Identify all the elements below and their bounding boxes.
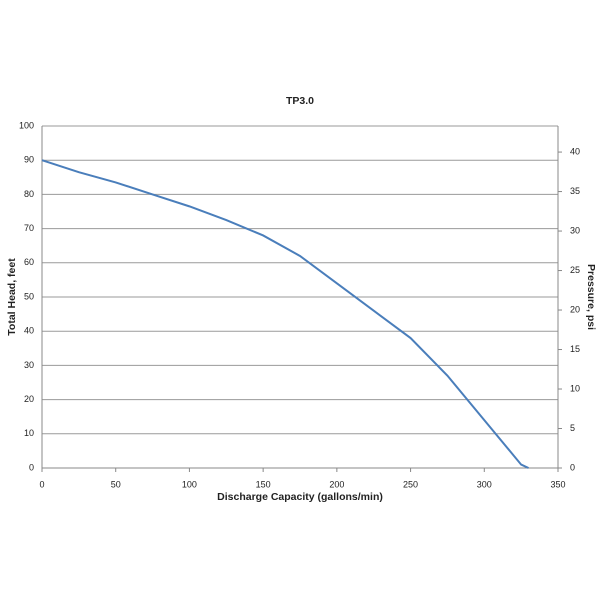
- data-line: [41, 159, 529, 469]
- y-tick-label: 80: [24, 189, 34, 199]
- y-tick-label: 0: [29, 462, 34, 472]
- x-tick-label: 0: [39, 479, 44, 489]
- y-tick-label: 70: [24, 223, 34, 233]
- y-tick-label: 90: [24, 155, 34, 165]
- y2-axis-label: Pressure, psi: [585, 264, 597, 330]
- y2-tick-label: 15: [570, 344, 580, 354]
- y2-tick-label: 35: [570, 186, 580, 196]
- chart-title: TP3.0: [286, 95, 314, 107]
- y-tick-label: 40: [24, 326, 34, 336]
- x-tick-label: 350: [550, 479, 565, 489]
- y2-tick-label: 5: [570, 423, 575, 433]
- y2-tick-label: 25: [570, 265, 580, 275]
- x-tick-label: 150: [256, 479, 271, 489]
- y-tick-label: 50: [24, 291, 34, 301]
- y2-tick-label: 0: [570, 462, 575, 472]
- y-tick-label: 30: [24, 360, 34, 370]
- y2-tick-label: 30: [570, 225, 580, 235]
- y2-tick-label: 20: [570, 304, 580, 314]
- y-tick-label: 10: [24, 428, 34, 438]
- x-tick-label: 250: [403, 479, 418, 489]
- y-tick-label: 60: [24, 257, 34, 267]
- y-axis-label: Total Head, feet: [6, 258, 18, 336]
- y-tick-label: 20: [24, 394, 34, 404]
- x-tick-label: 200: [329, 479, 344, 489]
- x-tick-label: 100: [182, 479, 197, 489]
- x-axis-label: Discharge Capacity (gallons/min): [217, 491, 383, 503]
- x-tick-label: 300: [477, 479, 492, 489]
- y2-tick-label: 40: [570, 146, 580, 156]
- y2-tick-label: 10: [570, 383, 580, 393]
- y-tick-label: 100: [19, 120, 34, 130]
- x-tick-label: 50: [111, 479, 121, 489]
